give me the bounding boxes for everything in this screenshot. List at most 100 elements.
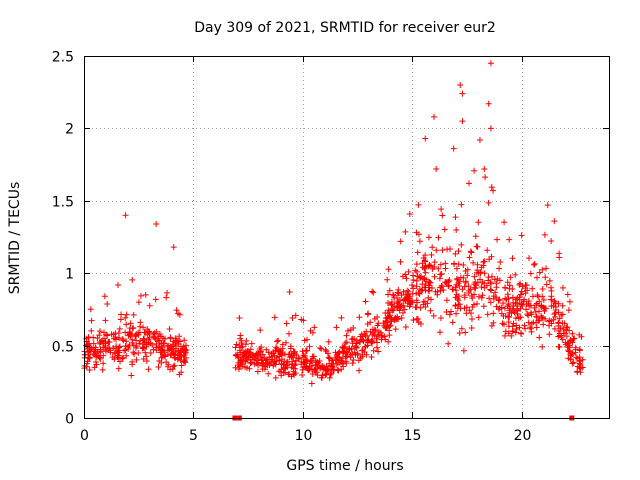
data-point bbox=[417, 304, 424, 311]
data-point bbox=[123, 338, 130, 345]
data-point bbox=[247, 346, 254, 353]
data-point bbox=[496, 277, 503, 284]
data-point bbox=[543, 265, 550, 272]
data-point bbox=[514, 294, 521, 301]
data-point bbox=[548, 287, 555, 294]
data-point bbox=[135, 349, 142, 356]
data-point bbox=[289, 315, 296, 322]
data-point bbox=[414, 273, 421, 280]
data-point bbox=[548, 238, 555, 245]
data-point bbox=[426, 287, 433, 294]
data-point bbox=[406, 210, 413, 217]
data-point bbox=[460, 274, 467, 281]
data-point bbox=[397, 258, 404, 265]
data-point bbox=[542, 315, 549, 322]
data-point bbox=[362, 332, 369, 339]
data-point bbox=[283, 359, 290, 366]
data-point bbox=[512, 299, 519, 306]
data-point bbox=[308, 380, 315, 387]
data-point bbox=[265, 370, 272, 377]
data-point bbox=[544, 202, 551, 209]
data-point bbox=[467, 286, 474, 293]
data-point bbox=[309, 362, 316, 369]
data-point bbox=[250, 354, 257, 361]
data-point bbox=[308, 357, 315, 364]
data-point bbox=[88, 327, 95, 334]
data-point bbox=[428, 251, 435, 258]
y-tick-label: 0 bbox=[65, 412, 74, 428]
data-point bbox=[271, 314, 278, 321]
chart-title: Day 309 of 2021, SRMTID for receiver eur… bbox=[194, 20, 496, 36]
data-point bbox=[437, 315, 444, 321]
data-point bbox=[492, 289, 499, 296]
data-point bbox=[484, 247, 491, 254]
data-point bbox=[145, 366, 152, 373]
data-point bbox=[350, 357, 357, 364]
data-point bbox=[565, 347, 572, 354]
data-point bbox=[431, 264, 438, 271]
data-point bbox=[405, 268, 412, 275]
data-point bbox=[174, 352, 181, 359]
y-tick-label: 2.5 bbox=[52, 50, 74, 66]
data-point bbox=[407, 301, 414, 308]
data-point bbox=[278, 372, 285, 379]
data-point bbox=[496, 265, 503, 272]
data-point bbox=[448, 308, 455, 315]
data-point bbox=[501, 219, 508, 226]
data-point bbox=[400, 309, 407, 316]
data-point bbox=[551, 218, 558, 225]
data-point bbox=[435, 234, 442, 241]
x-axis-ticks: 0 5 10 15 20 bbox=[80, 56, 531, 444]
data-point bbox=[555, 333, 562, 340]
data-point bbox=[368, 354, 375, 361]
data-point bbox=[385, 299, 392, 306]
data-point bbox=[490, 319, 497, 326]
data-point bbox=[99, 337, 106, 344]
data-point bbox=[364, 321, 371, 328]
data-point bbox=[511, 309, 518, 316]
data-point bbox=[461, 292, 468, 299]
data-point bbox=[254, 368, 261, 375]
data-point bbox=[233, 341, 240, 348]
data-point bbox=[299, 372, 306, 379]
data-point bbox=[558, 334, 565, 341]
data-point bbox=[100, 352, 107, 359]
data-point bbox=[97, 346, 104, 353]
data-point bbox=[379, 332, 386, 339]
data-point bbox=[173, 307, 180, 314]
data-point bbox=[259, 362, 266, 369]
data-point bbox=[422, 281, 429, 287]
data-point bbox=[450, 145, 457, 152]
data-point bbox=[495, 297, 502, 304]
data-point bbox=[395, 298, 402, 305]
data-point bbox=[551, 311, 558, 318]
data-point bbox=[472, 285, 479, 292]
data-point bbox=[145, 336, 152, 343]
data-point bbox=[488, 322, 495, 329]
data-point bbox=[486, 256, 493, 263]
data-point bbox=[131, 350, 138, 357]
data-point bbox=[253, 360, 260, 367]
data-point bbox=[474, 261, 481, 268]
data-point bbox=[506, 236, 513, 243]
data-point bbox=[166, 326, 173, 333]
data-point bbox=[415, 201, 422, 208]
data-point bbox=[414, 299, 421, 306]
data-point bbox=[422, 252, 429, 259]
data-point bbox=[473, 300, 480, 307]
data-point bbox=[429, 244, 436, 251]
data-point bbox=[292, 370, 299, 377]
data-point bbox=[413, 290, 420, 297]
data-point bbox=[276, 357, 283, 364]
data-point bbox=[242, 350, 249, 357]
data-point bbox=[240, 349, 247, 356]
data-point bbox=[88, 317, 95, 324]
data-point bbox=[257, 327, 264, 334]
data-point bbox=[487, 299, 494, 306]
data-point bbox=[455, 248, 462, 255]
data-point bbox=[397, 304, 404, 311]
data-point bbox=[93, 361, 100, 368]
data-point bbox=[533, 324, 540, 331]
data-point bbox=[370, 289, 377, 296]
data-point bbox=[181, 346, 188, 353]
